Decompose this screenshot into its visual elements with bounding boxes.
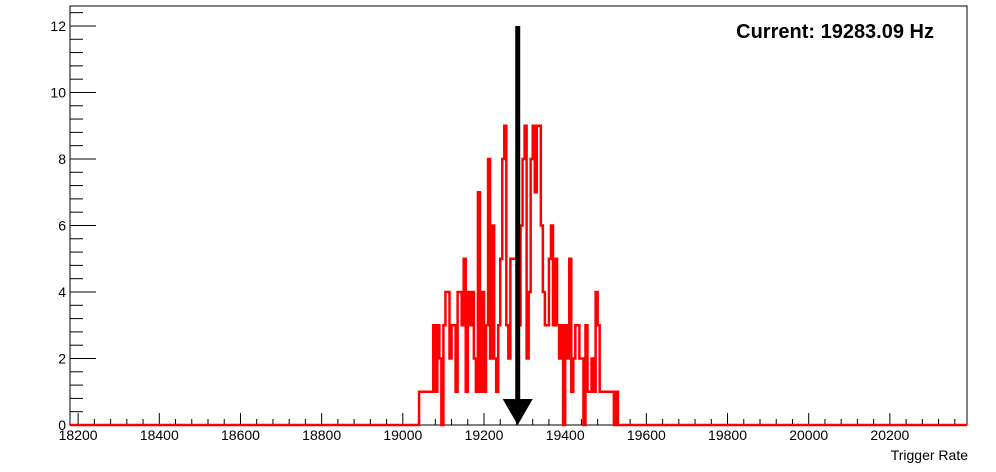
y-tick-label: 12 [50, 18, 66, 34]
x-tick-label: 18800 [302, 427, 341, 443]
annotation-current-rate: Current: 19283.09 Hz [736, 21, 934, 43]
marker-arrowhead [502, 399, 533, 425]
x-tick-label: 18600 [221, 427, 260, 443]
y-axis: 0 2 4 6 8 10 12 [50, 12, 96, 433]
x-tick-label: 18400 [140, 427, 179, 443]
y-tick-label: 10 [50, 84, 66, 100]
x-tick-label: 18200 [59, 427, 98, 443]
y-tick-label: 8 [58, 151, 66, 167]
current-rate-marker [502, 25, 533, 425]
y-tick-label: 2 [58, 350, 66, 366]
y-tick-label: 6 [58, 217, 66, 233]
x-tick-label: 19200 [465, 427, 504, 443]
x-tick-label: 20200 [870, 427, 909, 443]
x-tick-label: 19800 [708, 427, 747, 443]
x-tick-label: 19600 [627, 427, 666, 443]
y-tick-label: 4 [58, 284, 66, 300]
x-tick-label: 19000 [383, 427, 422, 443]
plot-frame [69, 5, 968, 426]
x-tick-label: 20000 [789, 427, 828, 443]
y-tick-label: 0 [58, 417, 66, 433]
x-tick-label: 19400 [546, 427, 585, 443]
x-axis: 18200 18400 18600 18800 19000 19200 19400 19600… [59, 413, 956, 443]
x-axis-title: Trigger Rate [891, 447, 969, 463]
